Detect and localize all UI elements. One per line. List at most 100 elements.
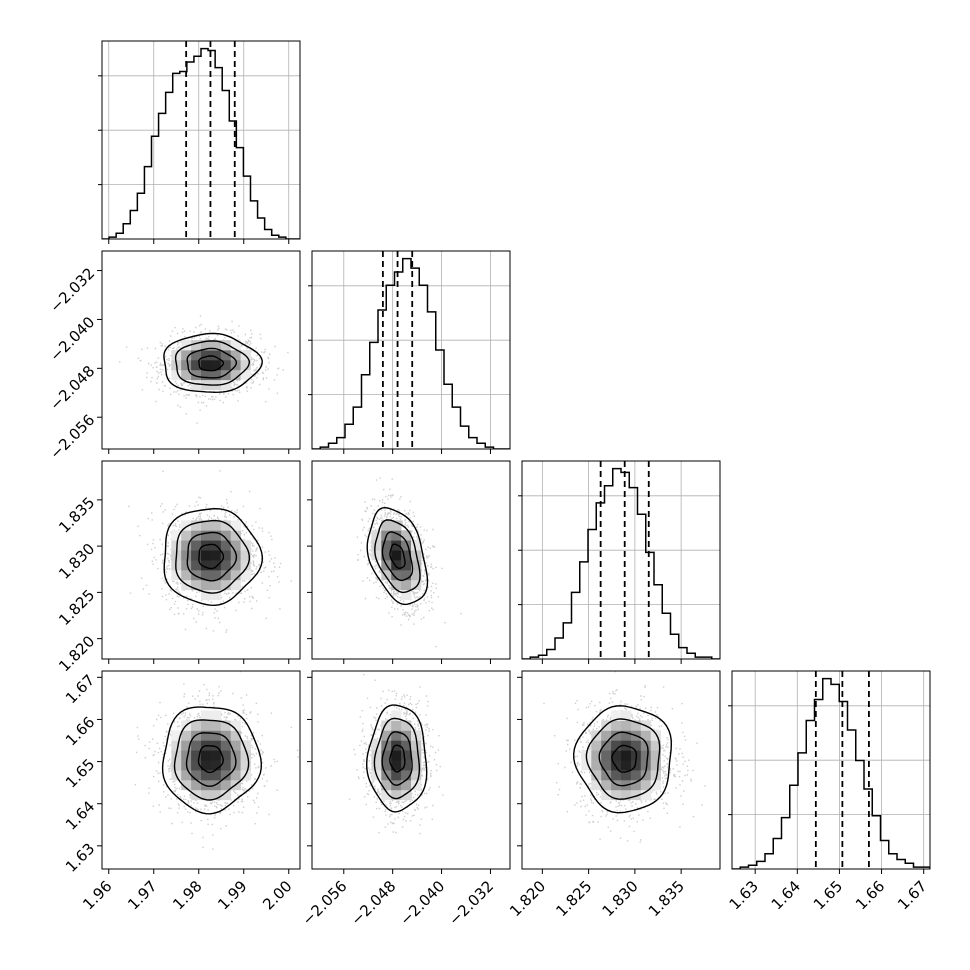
contour-level-2 [173,719,250,801]
density-cell [191,340,202,351]
x-tick-label: 2.00 [259,877,295,913]
density-cell [191,579,202,591]
density-area [356,477,462,648]
density-cell [210,589,222,600]
contour-level-3 [572,705,673,814]
density-cell [381,750,392,761]
density-cell [640,740,652,751]
density-cell [391,750,402,761]
density-cell [611,730,622,741]
density-cell [621,760,632,771]
density-area [128,470,293,633]
density-cell [191,779,202,791]
density-cell [210,560,222,571]
density-cell [650,750,661,761]
scatter-points [119,315,289,424]
density-area [543,671,706,843]
density-cell [181,569,192,581]
density-area [348,674,444,835]
scatter-points [348,674,444,835]
density-cell [630,779,642,791]
contour-level-1 [186,531,238,582]
y-tick-label: −2.056 [46,411,98,463]
density-cell [210,730,222,741]
density-cell [411,579,422,591]
density-cell [411,560,422,571]
density-cell [171,569,182,581]
histogram-step-1 [312,257,510,449]
density-cell [210,770,222,781]
contour-level-1 [381,531,414,582]
density-cell [181,530,192,541]
x-tick-label: 1.825 [552,877,595,920]
density-cell [240,359,251,371]
panel-frame [101,460,301,660]
density-cell [220,579,232,591]
panel-2-1 [307,460,511,664]
density-cell [210,340,222,351]
x-tick-label: −2.032 [445,877,497,929]
density-cell [230,770,241,781]
density-cell [391,789,402,801]
panel-frame [521,460,721,660]
density-cell [650,779,661,791]
density-cell [411,750,422,761]
density-cell [220,359,232,371]
density-cell [640,760,652,771]
density-cell [220,770,232,781]
density-cell [181,750,192,761]
density-cell [601,789,612,801]
density-cell [240,569,251,581]
density-cell [220,740,232,751]
density-cell [371,760,382,771]
hist-area [732,671,930,869]
density-cell [210,789,222,801]
density-cell [391,520,402,531]
x-tick-label: −2.040 [396,877,448,929]
density-cell [181,550,192,561]
panel-frame [311,670,511,870]
density-cell [240,760,251,771]
density-cell [401,560,412,571]
density-cell [181,730,192,741]
density-cell [210,369,222,381]
density-cell [230,740,241,751]
density-cell [230,569,241,581]
density-cell [220,750,232,761]
density-cell [640,789,652,801]
density-cell [220,350,232,361]
density-cell [201,579,212,591]
density-cell [181,520,192,531]
density-cell [391,560,402,571]
density-cell [611,760,622,771]
density-cell [611,770,622,781]
x-tick-label: 1.97 [124,877,160,913]
histogram-step-0 [102,47,300,239]
contour-level-3 [366,506,429,606]
density-cell [201,560,212,571]
density-cell [401,770,412,781]
density-cell [171,760,182,771]
density-cell [230,579,241,591]
density-cell [181,340,192,351]
y-tick-label: −2.048 [46,362,98,414]
density-cell [601,760,612,771]
density-cell [181,540,192,551]
density-cell [181,369,192,381]
density-cell [391,530,402,541]
y-tick-label: 1.67 [62,671,98,707]
density-cell [240,750,251,761]
density-cell [220,730,232,741]
contour-level-1 [598,731,649,787]
density-cell [401,579,412,591]
density-cell [591,779,602,791]
panel-1-0: −2.056−2.048−2.040−2.032 [46,250,301,463]
density-cell [650,740,661,751]
density-cell [391,550,402,561]
hist-area [522,461,720,659]
density-cell [621,750,632,761]
density-cell [621,720,632,731]
contour-level-2 [373,717,421,800]
density-cell [640,730,652,741]
